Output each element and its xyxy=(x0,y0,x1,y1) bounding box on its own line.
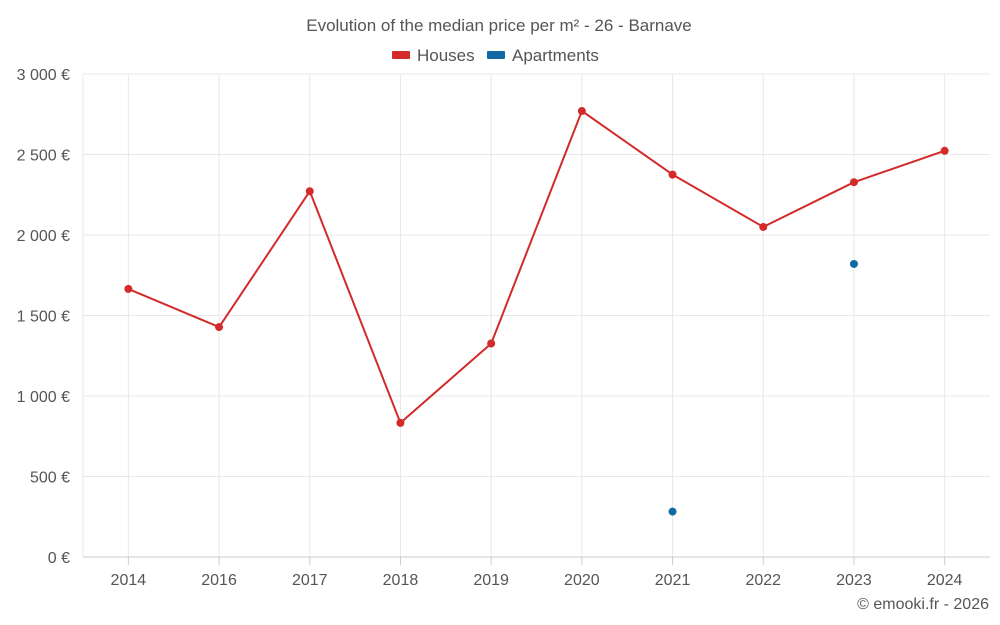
x-tick-label: 2017 xyxy=(292,572,328,589)
data-point-houses-2014[interactable]: Houses 2014: 1665 € xyxy=(124,284,133,293)
legend-swatch-apartments xyxy=(487,51,505,59)
chart-credit: © emooki.fr - 2026 xyxy=(857,596,989,613)
y-tick-label: 2 500 € xyxy=(17,148,70,165)
chart-title: Evolution of the median price per m² - 2… xyxy=(306,16,692,35)
legend-item-apartments[interactable]: Apartments xyxy=(487,46,599,65)
x-tick-label: 2019 xyxy=(473,572,509,589)
data-point-houses-2024[interactable]: Houses 2024: 2523 € xyxy=(940,146,949,155)
grid xyxy=(83,73,990,557)
x-tick-label: 2024 xyxy=(927,572,963,589)
x-tick-label: 2023 xyxy=(836,572,872,589)
legend-label-apartments: Apartments xyxy=(512,46,599,65)
data-point-houses-2018[interactable]: Houses 2018: 833 € xyxy=(396,418,405,427)
axes: 0 € 500 € 1 000 € 1 500 € 2 000 € 2 500 € 3 00… xyxy=(17,67,990,589)
data-point-houses-2022[interactable]: Houses 2022: 2050 € xyxy=(759,222,768,231)
x-tick-label: 2018 xyxy=(383,572,419,589)
series-apartments: Apartments 2021: 282 € Apartments 2023: 1… xyxy=(668,259,858,516)
legend-label-houses: Houses xyxy=(417,46,475,65)
data-point-houses-2016[interactable]: Houses 2016: 1428 € xyxy=(215,323,224,332)
data-point-houses-2020[interactable]: Houses 2020: 2770 € xyxy=(577,107,586,116)
x-tick-label: 2022 xyxy=(745,572,781,589)
legend-swatch-houses xyxy=(392,51,410,59)
y-tick-label: 3 000 € xyxy=(17,67,70,84)
x-tick-label: 2016 xyxy=(201,572,237,589)
y-tick-label: 1 500 € xyxy=(17,309,70,326)
data-point-houses-2023[interactable]: Houses 2023: 2328 € xyxy=(849,178,858,187)
y-tick-label: 500 € xyxy=(30,470,70,487)
y-tick-label: 2 000 € xyxy=(17,228,70,245)
y-tick-label: 1 000 € xyxy=(17,389,70,406)
x-tick-label: 2014 xyxy=(111,572,147,589)
legend-item-houses[interactable]: Houses xyxy=(392,46,475,65)
legend: Houses Apartments xyxy=(392,46,599,65)
data-point-houses-2017[interactable]: Houses 2017: 2272 € xyxy=(305,187,314,196)
series-houses: Houses 2014: 1665 € Houses 2016: 1428 € Ho… xyxy=(124,107,949,427)
data-point-houses-2021[interactable]: Houses 2021: 2375 € xyxy=(668,170,677,179)
series: Houses 2014: 1665 € Houses 2016: 1428 € Ho… xyxy=(124,107,949,516)
series-line-houses xyxy=(127,110,945,424)
x-tick-label: 2021 xyxy=(655,572,691,589)
data-point-apartments-2021[interactable]: Apartments 2021: 282 € xyxy=(668,507,677,516)
y-tick-label: 0 € xyxy=(48,550,70,567)
data-point-houses-2019[interactable]: Houses 2019: 1326 € xyxy=(487,339,496,348)
x-tick-label: 2020 xyxy=(564,572,600,589)
